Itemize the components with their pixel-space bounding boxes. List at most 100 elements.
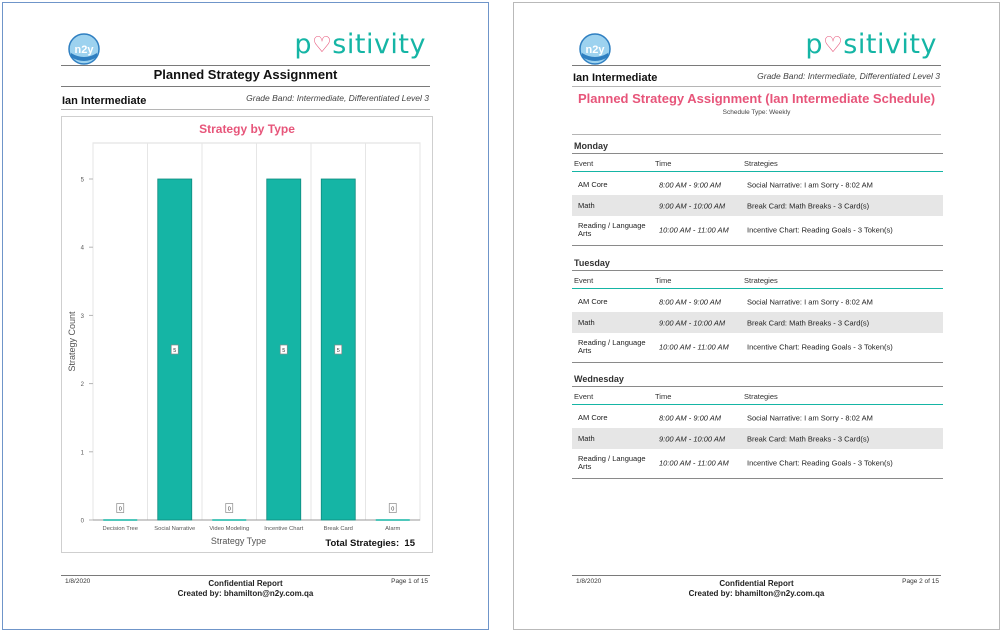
- positivity-logo: p♡sitivity: [294, 29, 426, 60]
- data-label: 0: [119, 506, 122, 512]
- cell-time: 8:00 AM - 9:00 AM: [659, 297, 721, 306]
- schedule-row: AM Core 8:00 AM - 9:00 AM Social Narrative…: [572, 291, 943, 312]
- schedule-row: Reading / Language Arts 10:00 AM - 11:00 …: [572, 333, 943, 361]
- strategy-chart: 0 1 2 3 4 5 Strategy Count 0 Decision Tree 5 Socia…: [61, 116, 433, 553]
- day-section: Wednesday Event Time Strategies AM Core 8:00 …: [572, 372, 943, 479]
- cell-event: Reading / Language Arts: [578, 338, 646, 355]
- data-label: 5: [282, 348, 285, 354]
- footer-confidential: Confidential Report: [208, 579, 283, 588]
- footer-created-by: Created by: bhamilton@n2y.com.qa: [688, 589, 825, 598]
- schedule-row: Math 9:00 AM - 10:00 AM Break Card: Math B…: [572, 312, 943, 333]
- cell-time: 8:00 AM - 9:00 AM: [659, 413, 721, 422]
- total-strategies: Total Strategies: 15: [325, 538, 415, 549]
- chart-title: Strategy by Type: [199, 122, 295, 136]
- schedule-row: AM Core 8:00 AM - 9:00 AM Social Narrative…: [572, 407, 943, 428]
- x-tick-label: Alarm: [385, 526, 400, 532]
- cell-time: 10:00 AM - 11:00 AM: [659, 458, 729, 468]
- grade-band: Grade Band: Intermediate, Differentiated…: [246, 93, 429, 103]
- header-rule: [61, 86, 430, 87]
- footer-rule: [572, 575, 941, 576]
- n2y-logo: n2y: [68, 33, 100, 65]
- column-header-event: Event: [574, 392, 594, 401]
- header-rule: [61, 109, 430, 110]
- footer-date: 1/8/2020: [576, 578, 602, 585]
- cell-strategy: Social Narrative: I am Sorry - 8:02 AM: [747, 180, 873, 189]
- day-divider: [572, 478, 943, 479]
- cell-event: Reading / Language Arts: [578, 221, 646, 238]
- cell-time: 9:00 AM - 10:00 AM: [659, 434, 726, 443]
- grade-band: Grade Band: Intermediate, Differentiated…: [757, 71, 940, 81]
- cell-event: AM Core: [578, 412, 608, 422]
- column-header-event: Event: [574, 159, 594, 168]
- x-tick-label: Social Narrative: [154, 526, 195, 532]
- cell-event: AM Core: [578, 179, 608, 189]
- cell-strategy: Incentive Chart: Reading Goals - 3 Token…: [747, 225, 893, 235]
- y-tick-label: 3: [81, 314, 85, 320]
- column-header-strategies: Strategies: [744, 276, 778, 285]
- y-tick-label: 4: [81, 246, 85, 252]
- footer-page-number: Page 1 of 15: [391, 578, 428, 585]
- footer-confidential: Confidential Report: [719, 579, 794, 588]
- day-section: Tuesday Event Time Strategies AM Core 8:00 AM…: [572, 256, 943, 363]
- n2y-logo-text: n2y: [75, 44, 95, 56]
- heart-icon: ♡: [312, 33, 333, 58]
- column-header-row: Event Time Strategies: [572, 271, 943, 289]
- y-tick-label: 5: [81, 178, 85, 184]
- y-tick-label: 1: [81, 450, 85, 456]
- footer-created-by: Created by: bhamilton@n2y.com.qa: [177, 589, 314, 598]
- header-rule: [572, 86, 941, 87]
- schedule-row: AM Core 8:00 AM - 9:00 AM Social Narrative…: [572, 174, 943, 195]
- column-header-strategies: Strategies: [744, 159, 778, 168]
- cell-strategy: Break Card: Math Breaks - 3 Card(s): [747, 434, 870, 443]
- day-name: Wednesday: [572, 372, 943, 387]
- schedule-title: Planned Strategy Assignment (Ian Interme…: [577, 91, 936, 106]
- column-header-row: Event Time Strategies: [572, 387, 943, 405]
- data-label-box: [334, 344, 343, 355]
- schedule-row: Math 9:00 AM - 10:00 AM Break Card: Math B…: [572, 428, 943, 449]
- n2y-logo: n2y: [579, 33, 611, 65]
- day-name: Monday: [572, 139, 943, 154]
- footer-date: 1/8/2020: [65, 578, 91, 585]
- cell-time: 10:00 AM - 11:00 AM: [659, 225, 729, 235]
- cell-event: AM Core: [578, 296, 608, 306]
- x-tick-label: Break Card: [324, 526, 353, 532]
- heart-icon: ♡: [823, 33, 844, 58]
- data-label-box: [116, 503, 125, 513]
- column-header-time: Time: [655, 276, 672, 285]
- x-tick-label: Incentive Chart: [264, 526, 303, 532]
- column-header-strategies: Strategies: [744, 392, 778, 401]
- data-label: 0: [228, 506, 231, 512]
- cell-strategy: Social Narrative: I am Sorry - 8:02 AM: [747, 297, 873, 306]
- column-header-time: Time: [655, 159, 672, 168]
- data-label: 0: [391, 506, 394, 512]
- cell-time: 10:00 AM - 11:00 AM: [659, 342, 729, 352]
- day-name: Tuesday: [572, 256, 943, 271]
- student-name: Ian Intermediate: [573, 72, 658, 84]
- y-axis-label: Strategy Count: [67, 311, 77, 372]
- report-page-1: n2y p♡sitivity Planned Strategy Assignme…: [2, 2, 489, 630]
- cell-event: Math: [578, 433, 595, 443]
- report-page-2: n2y p♡sitivity Ian Intermediate Grade Ba…: [513, 2, 1000, 630]
- x-tick-label: Decision Tree: [103, 526, 138, 532]
- data-label-box: [279, 344, 288, 355]
- cell-strategy: Incentive Chart: Reading Goals - 3 Token…: [747, 458, 893, 468]
- x-tick-label: Video Modeling: [209, 526, 249, 532]
- column-header-event: Event: [574, 276, 594, 285]
- header-rule: [572, 134, 941, 135]
- cell-strategy: Break Card: Math Breaks - 3 Card(s): [747, 201, 870, 210]
- y-tick-label: 0: [81, 519, 85, 525]
- column-header-row: Event Time Strategies: [572, 154, 943, 172]
- footer-page-number: Page 2 of 15: [902, 578, 939, 585]
- day-divider: [572, 362, 943, 363]
- column-header-time: Time: [655, 392, 672, 401]
- chart-canvas: 0 1 2 3 4 5 Strategy Count 0 Decision Tree 5 Socia…: [67, 142, 421, 546]
- cell-strategy: Incentive Chart: Reading Goals - 3 Token…: [747, 342, 893, 352]
- day-section: Monday Event Time Strategies AM Core 8:00 AM …: [572, 139, 943, 246]
- data-label: 5: [337, 348, 340, 354]
- cell-time: 8:00 AM - 9:00 AM: [659, 180, 721, 189]
- data-label-box: [170, 344, 179, 355]
- header-rule: [572, 65, 941, 66]
- schedule-row: Reading / Language Arts 10:00 AM - 11:00 …: [572, 216, 943, 244]
- cell-time: 9:00 AM - 10:00 AM: [659, 201, 726, 210]
- footer-rule: [61, 575, 430, 576]
